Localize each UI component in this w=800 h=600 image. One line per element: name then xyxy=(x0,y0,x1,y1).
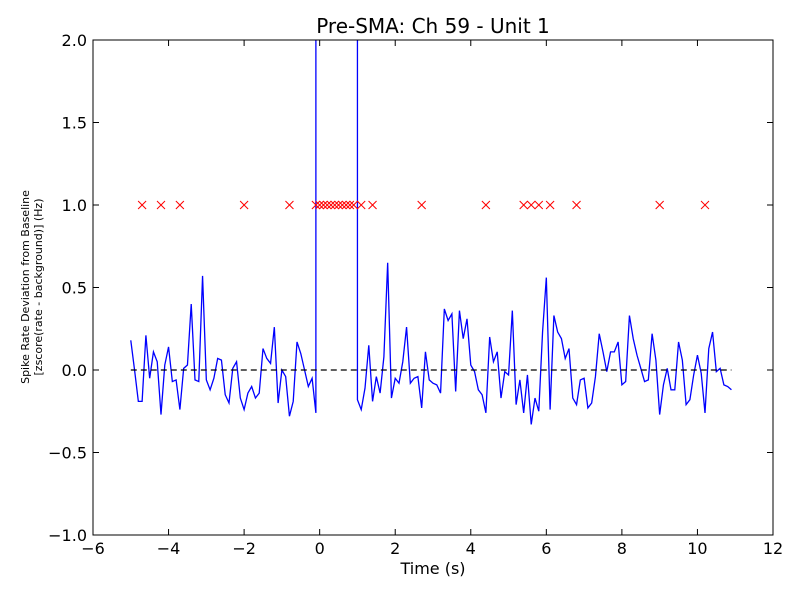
y-axis-label-line2: [zscore(rate - background)] (Hz) xyxy=(32,199,45,376)
event-marker xyxy=(519,200,529,210)
x-axis-label: Time (s) xyxy=(399,559,465,578)
plot-frame xyxy=(92,39,774,536)
event-marker xyxy=(655,200,665,210)
x-tick-label: 4 xyxy=(466,539,476,558)
y-tick-label: −1.0 xyxy=(48,526,87,545)
x-tick-label: 12 xyxy=(763,539,783,558)
x-tick-label: 6 xyxy=(541,539,551,558)
event-marker xyxy=(239,200,249,210)
x-tick-label: 2 xyxy=(390,539,400,558)
event-marker xyxy=(326,200,336,210)
event-marker xyxy=(334,200,343,210)
x-tick-label: 0 xyxy=(315,539,325,558)
y-tick-label: 1.5 xyxy=(62,114,87,133)
spike-rate-line xyxy=(130,40,732,425)
event-marker xyxy=(545,200,555,210)
event-marker xyxy=(337,200,347,210)
x-tick-label: 8 xyxy=(617,539,627,558)
event-marker xyxy=(137,200,147,210)
event-marker xyxy=(156,200,166,210)
y-tick-label: 1.0 xyxy=(62,196,87,215)
event-marker xyxy=(322,200,332,210)
chart-title: Pre-SMA: Ch 59 - Unit 1 xyxy=(316,14,550,38)
y-tick-label: 0.5 xyxy=(62,279,87,298)
event-marker xyxy=(341,200,351,210)
event-marker xyxy=(330,200,340,210)
event-marker xyxy=(481,200,491,210)
event-marker xyxy=(285,200,294,210)
x-tick-label: −4 xyxy=(157,539,181,558)
event-marker xyxy=(417,200,427,210)
x-tick-label: −2 xyxy=(232,539,256,558)
event-marker xyxy=(311,200,321,210)
event-marker xyxy=(175,200,185,210)
y-tick-label: −0.5 xyxy=(48,444,87,463)
event-marker xyxy=(349,200,359,210)
event-marker xyxy=(534,200,544,210)
event-marker xyxy=(315,200,325,210)
event-marker xyxy=(700,200,710,210)
event-marker xyxy=(345,200,355,210)
x-tick-label: 10 xyxy=(687,539,707,558)
y-axis-label-line1: Spike Rate Deviation from Baseline xyxy=(19,190,32,384)
event-marker xyxy=(319,200,328,210)
event-marker xyxy=(526,200,536,210)
y-tick-label: 0.0 xyxy=(62,361,87,380)
x-tick-label: −6 xyxy=(81,539,105,558)
event-marker xyxy=(572,200,581,210)
y-tick-label: 2.0 xyxy=(62,31,87,50)
event-marker xyxy=(356,200,366,210)
event-marker xyxy=(368,200,377,210)
